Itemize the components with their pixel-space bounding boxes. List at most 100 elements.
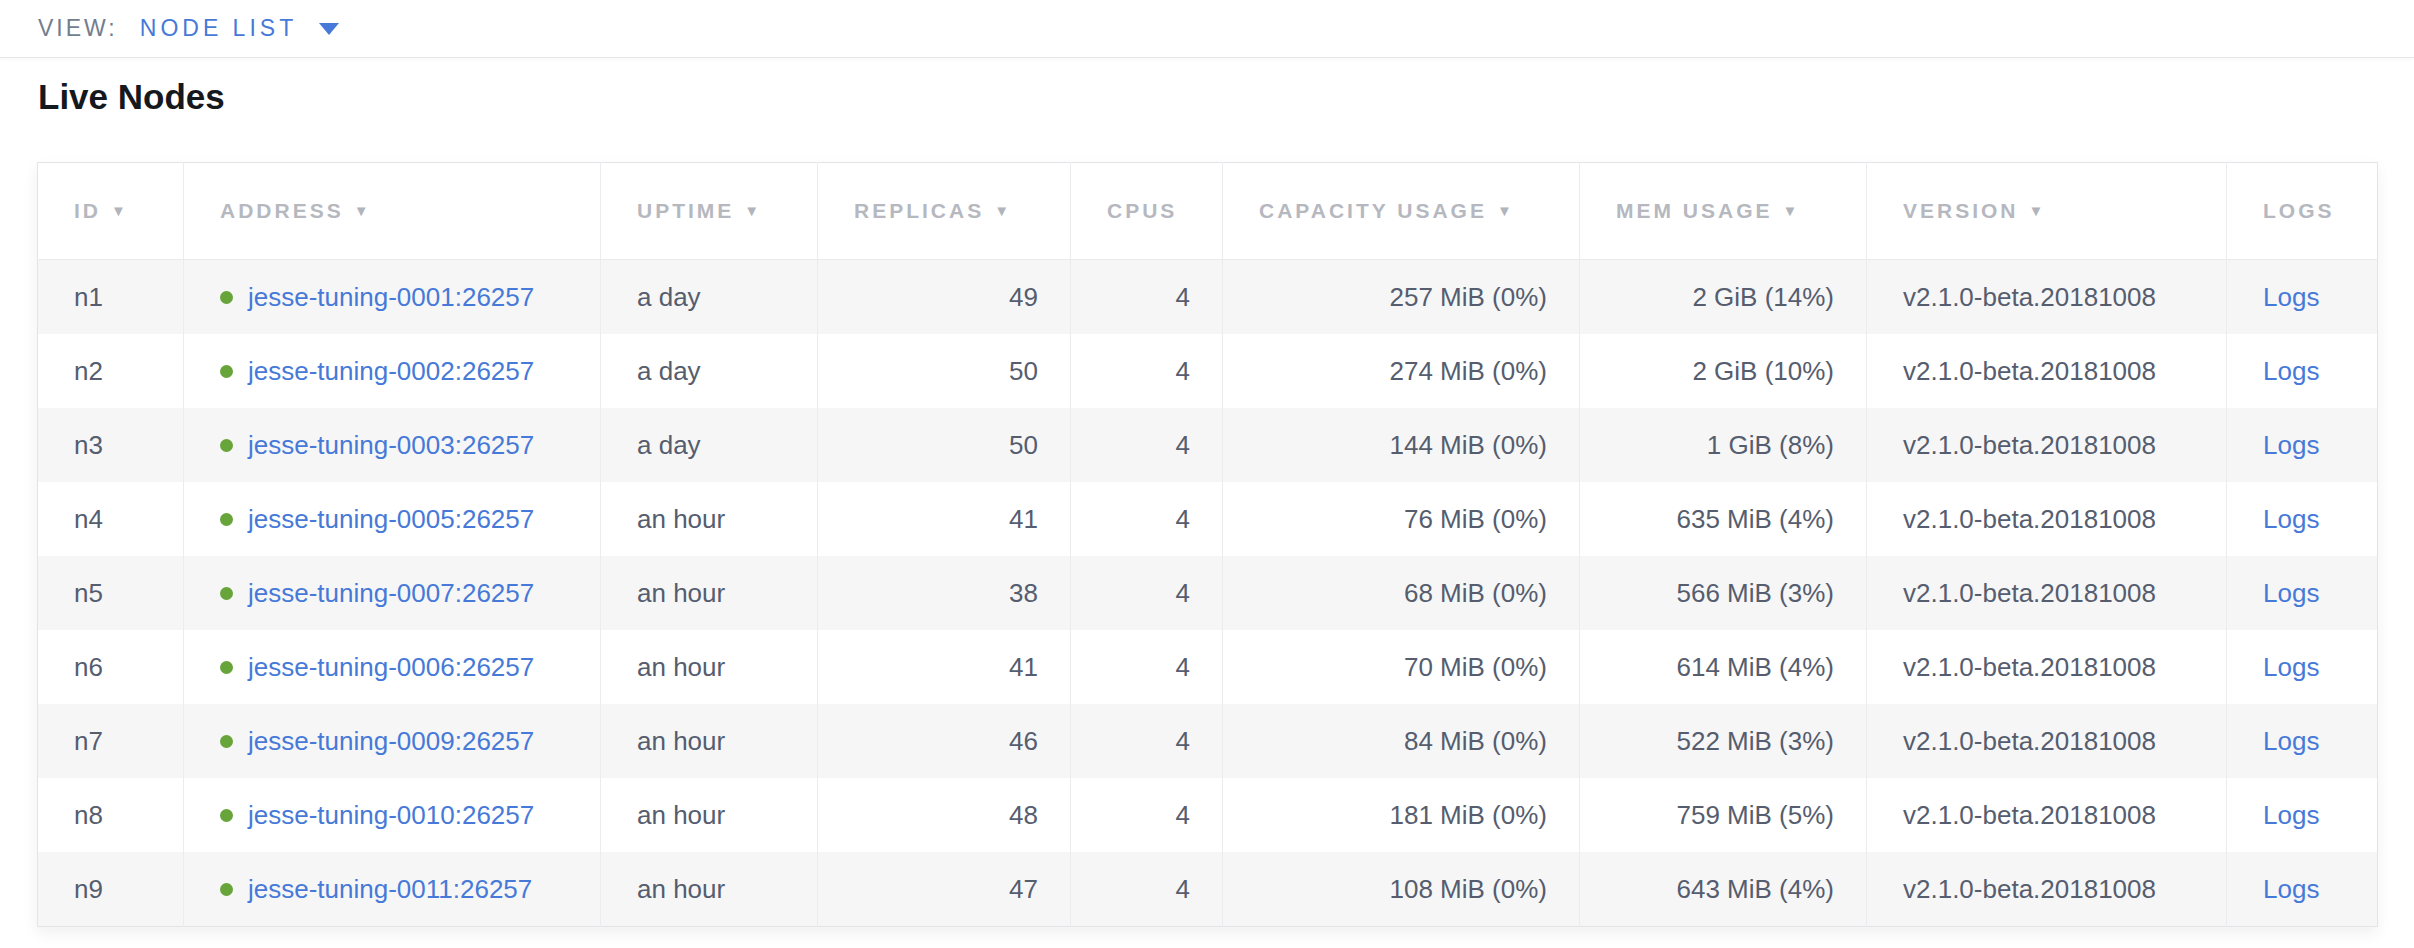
view-label: VIEW: <box>38 15 118 42</box>
logs-link[interactable]: Logs <box>2263 356 2319 386</box>
cell-id: n3 <box>38 408 184 482</box>
cell-version: v2.1.0-beta.20181008 <box>1867 704 2227 778</box>
cell-logs: Logs <box>2227 852 2378 927</box>
sort-descending-icon: ▼ <box>1497 202 1515 219</box>
table-row: n2 jesse-tuning-0002:26257 a day 50 4 27… <box>38 334 2378 408</box>
cell-address: jesse-tuning-0011:26257 <box>184 852 601 927</box>
address-link[interactable]: jesse-tuning-0009:26257 <box>248 726 534 757</box>
cell-logs: Logs <box>2227 556 2378 630</box>
cell-version: v2.1.0-beta.20181008 <box>1867 482 2227 556</box>
cell-address: jesse-tuning-0009:26257 <box>184 704 601 778</box>
cell-cpus: 4 <box>1071 260 1223 335</box>
table-row: n6 jesse-tuning-0006:26257 an hour 41 4 … <box>38 630 2378 704</box>
cell-replicas: 50 <box>818 408 1071 482</box>
cell-uptime: an hour <box>601 704 818 778</box>
address-link[interactable]: jesse-tuning-0010:26257 <box>248 800 534 831</box>
cell-uptime: an hour <box>601 778 818 852</box>
column-header-replicas[interactable]: REPLICAS▼ <box>818 163 1071 260</box>
column-header-capacity-usage[interactable]: CAPACITY USAGE▼ <box>1223 163 1580 260</box>
logs-link[interactable]: Logs <box>2263 800 2319 830</box>
cell-id: n7 <box>38 704 184 778</box>
cell-mem-usage: 643 MiB (4%) <box>1580 852 1867 927</box>
live-status-icon <box>220 661 233 674</box>
cell-address: jesse-tuning-0010:26257 <box>184 778 601 852</box>
cell-replicas: 46 <box>818 704 1071 778</box>
cell-cpus: 4 <box>1071 778 1223 852</box>
logs-link[interactable]: Logs <box>2263 652 2319 682</box>
address-link[interactable]: jesse-tuning-0003:26257 <box>248 430 534 461</box>
cell-replicas: 41 <box>818 482 1071 556</box>
address-link[interactable]: jesse-tuning-0005:26257 <box>248 504 534 535</box>
cell-uptime: a day <box>601 260 818 335</box>
cell-capacity-usage: 76 MiB (0%) <box>1223 482 1580 556</box>
logs-link[interactable]: Logs <box>2263 282 2319 312</box>
cell-cpus: 4 <box>1071 334 1223 408</box>
table-header-row: ID▼ ADDRESS▼ UPTIME▼ REPLICAS▼ CPUS CAPA… <box>38 163 2378 260</box>
cell-address: jesse-tuning-0002:26257 <box>184 334 601 408</box>
cell-mem-usage: 2 GiB (10%) <box>1580 334 1867 408</box>
cell-logs: Logs <box>2227 778 2378 852</box>
cell-mem-usage: 566 MiB (3%) <box>1580 556 1867 630</box>
cell-version: v2.1.0-beta.20181008 <box>1867 408 2227 482</box>
logs-link[interactable]: Logs <box>2263 578 2319 608</box>
cell-mem-usage: 614 MiB (4%) <box>1580 630 1867 704</box>
cell-uptime: an hour <box>601 556 818 630</box>
cell-capacity-usage: 144 MiB (0%) <box>1223 408 1580 482</box>
cell-address: jesse-tuning-0006:26257 <box>184 630 601 704</box>
sort-descending-icon: ▼ <box>111 202 129 219</box>
cell-id: n5 <box>38 556 184 630</box>
cell-version: v2.1.0-beta.20181008 <box>1867 778 2227 852</box>
address-link[interactable]: jesse-tuning-0001:26257 <box>248 282 534 313</box>
cell-replicas: 48 <box>818 778 1071 852</box>
view-selector-dropdown[interactable]: NODE LIST <box>140 15 339 42</box>
sort-descending-icon: ▼ <box>1783 202 1801 219</box>
cell-cpus: 4 <box>1071 852 1223 927</box>
address-link[interactable]: jesse-tuning-0011:26257 <box>248 874 532 905</box>
column-header-version[interactable]: VERSION▼ <box>1867 163 2227 260</box>
table-row: n1 jesse-tuning-0001:26257 a day 49 4 25… <box>38 260 2378 335</box>
table-row: n4 jesse-tuning-0005:26257 an hour 41 4 … <box>38 482 2378 556</box>
column-header-cpus: CPUS <box>1071 163 1223 260</box>
cell-address: jesse-tuning-0003:26257 <box>184 408 601 482</box>
address-link[interactable]: jesse-tuning-0006:26257 <box>248 652 534 683</box>
cell-replicas: 41 <box>818 630 1071 704</box>
column-header-mem-usage[interactable]: MEM USAGE▼ <box>1580 163 1867 260</box>
column-header-logs: LOGS <box>2227 163 2378 260</box>
live-status-icon <box>220 735 233 748</box>
sort-descending-icon: ▼ <box>2029 202 2047 219</box>
cell-id: n4 <box>38 482 184 556</box>
live-status-icon <box>220 439 233 452</box>
cell-replicas: 38 <box>818 556 1071 630</box>
cell-capacity-usage: 108 MiB (0%) <box>1223 852 1580 927</box>
column-header-address[interactable]: ADDRESS▼ <box>184 163 601 260</box>
cell-id: n2 <box>38 334 184 408</box>
address-link[interactable]: jesse-tuning-0007:26257 <box>248 578 534 609</box>
logs-link[interactable]: Logs <box>2263 430 2319 460</box>
cell-logs: Logs <box>2227 704 2378 778</box>
column-header-id[interactable]: ID▼ <box>38 163 184 260</box>
logs-link[interactable]: Logs <box>2263 874 2319 904</box>
logs-link[interactable]: Logs <box>2263 504 2319 534</box>
live-status-icon <box>220 291 233 304</box>
cell-logs: Logs <box>2227 334 2378 408</box>
cell-capacity-usage: 68 MiB (0%) <box>1223 556 1580 630</box>
live-status-icon <box>220 809 233 822</box>
cell-cpus: 4 <box>1071 630 1223 704</box>
sort-descending-icon: ▼ <box>994 202 1012 219</box>
cell-mem-usage: 759 MiB (5%) <box>1580 778 1867 852</box>
address-link[interactable]: jesse-tuning-0002:26257 <box>248 356 534 387</box>
cell-replicas: 47 <box>818 852 1071 927</box>
cell-version: v2.1.0-beta.20181008 <box>1867 260 2227 335</box>
column-header-uptime[interactable]: UPTIME▼ <box>601 163 818 260</box>
logs-link[interactable]: Logs <box>2263 726 2319 756</box>
cell-cpus: 4 <box>1071 704 1223 778</box>
cell-version: v2.1.0-beta.20181008 <box>1867 852 2227 927</box>
table-row: n5 jesse-tuning-0007:26257 an hour 38 4 … <box>38 556 2378 630</box>
table-row: n3 jesse-tuning-0003:26257 a day 50 4 14… <box>38 408 2378 482</box>
cell-id: n1 <box>38 260 184 335</box>
cell-logs: Logs <box>2227 408 2378 482</box>
table-row: n8 jesse-tuning-0010:26257 an hour 48 4 … <box>38 778 2378 852</box>
cell-version: v2.1.0-beta.20181008 <box>1867 334 2227 408</box>
sort-descending-icon: ▼ <box>744 202 762 219</box>
cell-capacity-usage: 274 MiB (0%) <box>1223 334 1580 408</box>
